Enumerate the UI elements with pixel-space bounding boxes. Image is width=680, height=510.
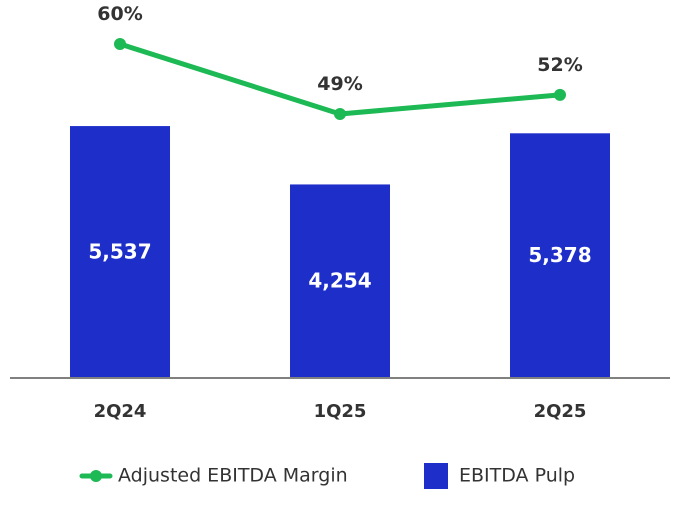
x-tick-label: 2Q24 (94, 401, 147, 422)
legend-dot-swatch (90, 470, 102, 482)
margin-point (554, 88, 566, 101)
margin-line-layer: 60% 49% 52% (97, 3, 583, 120)
bar-value-label: 5,537 (88, 240, 151, 264)
legend-label-ebitda-pulp: EBITDA Pulp (459, 465, 575, 487)
legend-bar-swatch (424, 463, 448, 489)
x-tick-label: 1Q25 (314, 401, 367, 422)
x-tick-label: 2Q25 (534, 401, 587, 422)
bar-1q25 (290, 184, 390, 378)
bar-value-label: 4,254 (308, 269, 371, 293)
legend: Adjusted EBITDA Margin EBITDA Pulp (79, 463, 575, 489)
x-axis-ticks: 2Q24 1Q25 2Q25 (94, 401, 587, 422)
bars-layer: 5,537 4,254 5,378 (70, 126, 610, 378)
bar-2q25 (510, 133, 610, 378)
margin-point (334, 107, 346, 120)
legend-item-adjusted-ebitda-margin: Adjusted EBITDA Margin (79, 465, 348, 487)
margin-value-label: 49% (317, 73, 362, 95)
bar-2q24 (70, 126, 170, 378)
margin-value-label: 60% (97, 3, 142, 25)
legend-item-ebitda-pulp: EBITDA Pulp (424, 463, 575, 489)
margin-point (114, 38, 126, 50)
legend-label-adjusted-ebitda-margin: Adjusted EBITDA Margin (118, 465, 348, 487)
bar-value-label: 5,378 (528, 243, 591, 267)
margin-value-label: 52% (537, 54, 582, 76)
